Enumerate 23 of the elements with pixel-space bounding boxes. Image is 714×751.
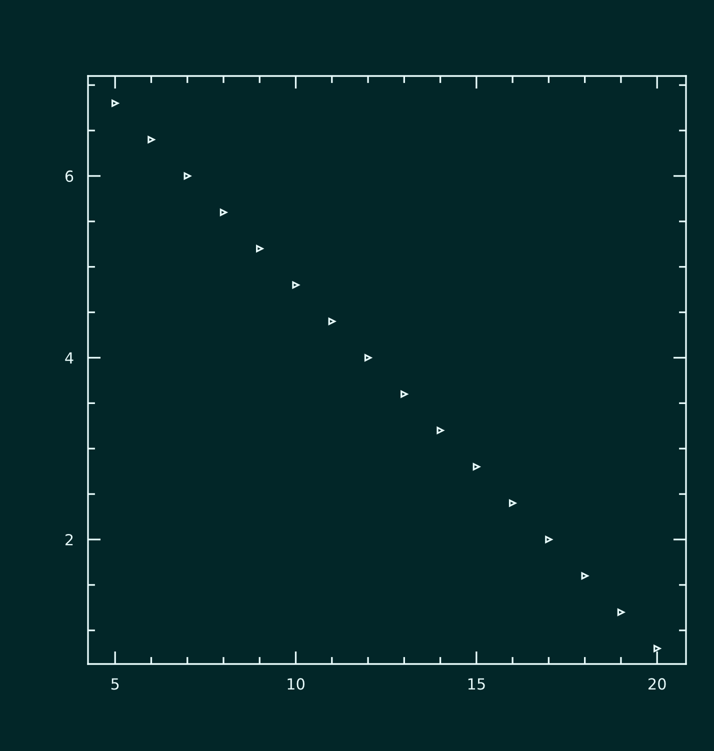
y-tick-label: 4 — [65, 352, 74, 364]
x-tick-label: 15 — [468, 678, 485, 690]
x-tick-label: 5 — [111, 678, 119, 690]
point — [292, 281, 300, 289]
x-tick-label: 10 — [288, 678, 304, 690]
point — [256, 245, 264, 252]
point — [508, 500, 516, 507]
point — [220, 208, 228, 216]
point — [545, 536, 552, 544]
y-tick-label: 2 — [66, 534, 73, 546]
point — [184, 172, 191, 180]
point — [617, 608, 625, 616]
point — [111, 100, 119, 107]
y-tick-label: 6 — [65, 170, 74, 182]
x-tick-label: 20 — [648, 678, 666, 690]
point — [328, 318, 336, 325]
point — [581, 572, 588, 580]
point — [400, 390, 408, 398]
point — [472, 463, 480, 470]
point — [148, 136, 155, 144]
point — [653, 644, 661, 652]
point — [364, 354, 372, 362]
point — [436, 426, 444, 434]
